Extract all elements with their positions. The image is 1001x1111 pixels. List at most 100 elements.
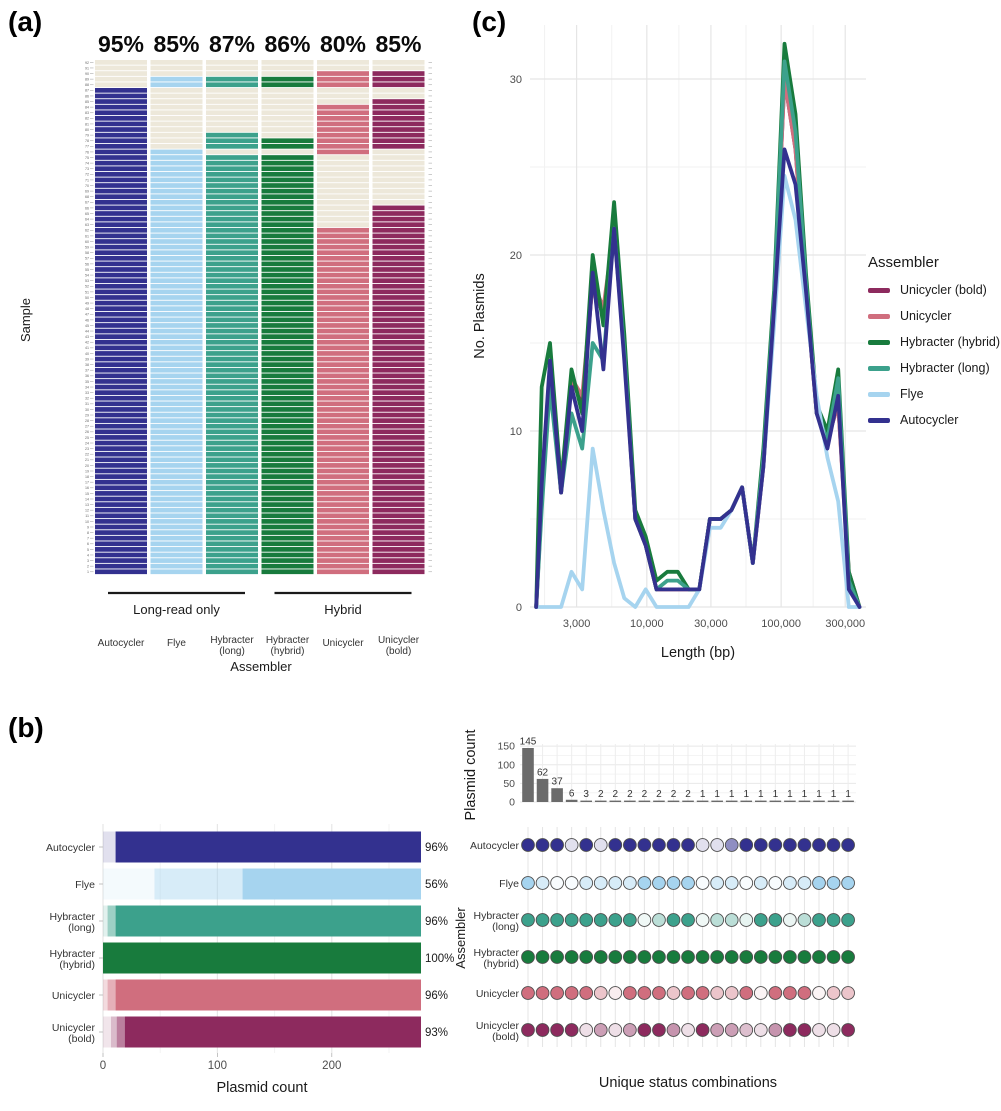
status-dot xyxy=(623,1023,637,1037)
count-bar xyxy=(711,800,723,802)
y-tick-label: 10 xyxy=(510,426,522,438)
count-tick-label: 100 xyxy=(497,759,515,771)
status-dot xyxy=(666,913,681,927)
heatmap-cell xyxy=(317,519,369,524)
status-dot xyxy=(739,950,754,964)
heatmap-cell xyxy=(206,552,258,558)
upset-row-label: Unicycler xyxy=(476,1020,520,1032)
heatmap-cell xyxy=(206,177,258,183)
status-dot xyxy=(564,913,579,927)
sample-tick-label: 34 xyxy=(85,385,89,389)
heatmap-cell xyxy=(317,412,369,418)
status-dot xyxy=(579,1023,594,1037)
heatmap-cell xyxy=(95,82,147,88)
sample-tick-label: 60 xyxy=(85,240,89,244)
sample-tick-label: 77 xyxy=(85,145,89,149)
status-dot xyxy=(535,838,550,852)
heatmap-cell xyxy=(261,474,314,479)
heatmap-cell xyxy=(261,519,314,524)
heatmap-cell xyxy=(95,183,147,188)
heatmap-cell xyxy=(206,323,258,328)
x-tick-label: 300,000 xyxy=(825,618,865,630)
status-dot xyxy=(564,1023,579,1037)
heatmap-cell xyxy=(372,227,425,233)
status-dot xyxy=(637,986,652,1000)
heatmap-cell xyxy=(150,138,203,144)
status-dot-bg xyxy=(710,876,724,890)
panel-c-legend: Assembler Unicycler (bold) Unicycler Hybra… xyxy=(868,254,1001,439)
status-dot-bg xyxy=(638,913,651,927)
heatmap-cell xyxy=(206,143,258,149)
sample-tick-label: 7 xyxy=(87,537,89,541)
status-dot xyxy=(521,913,535,927)
heatmap-cell xyxy=(150,160,203,166)
sample-tick-label: 52 xyxy=(85,285,89,289)
heatmap-cell xyxy=(95,127,147,132)
heatmap-cell xyxy=(206,233,258,239)
heatmap-cell xyxy=(372,261,425,267)
legend-entry-label: Autocycler xyxy=(900,413,959,427)
status-dot xyxy=(783,913,797,927)
sample-tick-label: 80 xyxy=(85,128,89,132)
status-dot xyxy=(841,913,855,927)
heatmap-cell xyxy=(261,552,314,558)
heatmap-cell xyxy=(95,334,147,340)
stacked-bar-segment xyxy=(111,1016,117,1048)
status-dot-bg xyxy=(754,1023,768,1037)
legend-entry: Hybracter (hybrid) xyxy=(868,335,1000,349)
heatmap-cell xyxy=(206,183,258,188)
heatmap-cell xyxy=(317,289,369,295)
row-label: (hybrid) xyxy=(59,959,95,971)
sample-tick-label: 73 xyxy=(85,167,89,171)
count-bar-label: 1 xyxy=(729,789,735,800)
heatmap-cell xyxy=(150,149,203,155)
heatmap-cell xyxy=(317,267,369,272)
heatmap-cell xyxy=(261,384,314,390)
heatmap-cell xyxy=(372,71,425,76)
sample-tick-label: 46 xyxy=(85,318,89,322)
sample-tick-label: 58 xyxy=(85,251,89,255)
heatmap-cell xyxy=(95,104,147,110)
heatmap-cell xyxy=(261,227,314,233)
status-dot xyxy=(681,876,695,890)
heatmap-cell xyxy=(206,547,258,552)
sample-tick-label: 10 xyxy=(85,520,89,524)
heatmap-cell xyxy=(206,127,258,132)
count-bar xyxy=(740,800,753,802)
status-dot xyxy=(724,913,739,927)
status-dot-bg xyxy=(608,876,622,890)
heatmap-cell xyxy=(95,418,147,423)
heatmap-cell xyxy=(261,239,314,244)
status-dot xyxy=(783,876,797,890)
heatmap-cell xyxy=(372,289,425,295)
heatmap-cell xyxy=(95,496,147,502)
status-dot xyxy=(593,1023,608,1037)
heatmap-cell xyxy=(206,429,258,435)
heatmap-cell xyxy=(372,547,425,552)
heatmap-cell xyxy=(150,110,203,116)
sample-tick-label: 4 xyxy=(87,553,89,557)
count-bar-label: 1 xyxy=(714,789,720,800)
status-dot-bg xyxy=(710,913,724,927)
heatmap-cell xyxy=(317,278,369,284)
heatmap-cell xyxy=(372,507,425,513)
heatmap-cell xyxy=(372,295,425,300)
heatmap-cell xyxy=(261,211,314,216)
heatmap-cell xyxy=(372,440,425,446)
heatmap-cell xyxy=(206,563,258,569)
status-dot-bg xyxy=(579,1023,593,1037)
heatmap-cell xyxy=(372,345,425,351)
status-dot-bg xyxy=(754,876,768,890)
heatmap-cell xyxy=(317,524,369,530)
heatmap-cell xyxy=(372,423,425,429)
heatmap-cell xyxy=(206,99,258,104)
heatmap-cell xyxy=(261,418,314,423)
sample-tick-label: 12 xyxy=(85,509,89,513)
heatmap-cell xyxy=(317,60,369,65)
heatmap-cell xyxy=(317,295,369,300)
heatmap-cell xyxy=(261,272,314,278)
sample-tick-label: 83 xyxy=(85,111,89,115)
status-dot xyxy=(652,950,666,964)
heatmap-cell xyxy=(317,474,369,479)
